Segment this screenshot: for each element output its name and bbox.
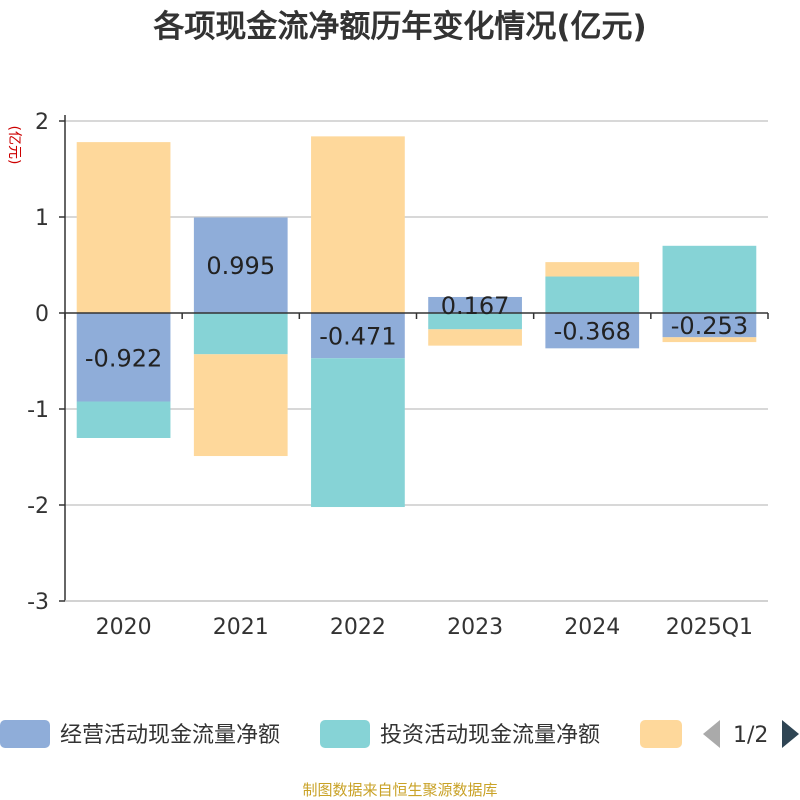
bars [76,136,757,508]
bar-operating-2020[interactable] [76,313,171,402]
data-labels: -0.922 0.995 -0.471 0.167 -0.368 -0.253 [85,252,748,372]
data-label-2023: 0.167 [441,292,510,320]
bar-financing-2022[interactable] [311,136,405,313]
y-tick--1: -1 [27,398,49,423]
x-tick-2023: 2023 [447,615,503,640]
y-tick-labels: -3 -2 -1 0 1 2 [27,110,49,615]
y-tick-0: 0 [35,302,49,327]
bar-operating-2022[interactable] [311,313,405,359]
bar-operating-2023[interactable] [428,296,522,313]
y-tick--2: -2 [27,494,49,519]
legend-prev-icon[interactable] [703,720,720,748]
legend-next-icon[interactable] [782,720,799,748]
bar-investing-2021[interactable] [193,313,288,355]
bar-operating-2021[interactable] [193,217,288,313]
bar-operating-2025Q1[interactable] [662,313,757,338]
legend-swatch-investing[interactable] [320,720,370,748]
bar-financing-2023[interactable] [428,329,522,346]
x-tick-2021: 2021 [213,615,269,640]
axes [59,115,769,602]
bar-investing-2020[interactable] [76,401,171,438]
y-tick-2: 2 [35,110,49,135]
data-label-2022: -0.471 [319,323,396,351]
legend-page-indicator: 1/2 [733,723,768,748]
y-tick--3: -3 [27,590,49,615]
x-tick-2024: 2024 [564,615,620,640]
bar-financing-2025Q1[interactable] [662,337,757,343]
legend-swatch-operating[interactable] [0,720,50,748]
x-tick-2020: 2020 [96,615,152,640]
source-note: 制图数据来自恒生聚源数据库 [302,781,497,799]
data-label-2024: -0.368 [554,318,631,346]
bar-financing-2024[interactable] [545,262,640,277]
legend-label-investing[interactable]: 投资活动现金流量净额 [380,723,600,748]
y-axis-label: (亿元) [6,126,22,165]
legend-swatch-financing[interactable] [640,720,682,748]
data-label-2021: 0.995 [206,252,275,280]
chart-title: 各项现金流净额历年变化情况(亿元) [152,9,646,45]
x-tick-labels: 2020 2021 2022 2023 2024 2025Q1 [96,615,753,640]
data-label-2020: -0.922 [85,344,162,372]
legend: 经营活动现金流量净额 投资活动现金流量净额 1/2 [0,720,799,748]
bar-investing-2024[interactable] [545,276,640,313]
y-tick-1: 1 [35,206,49,231]
x-tick-2025Q1: 2025Q1 [666,615,753,640]
bar-financing-2020[interactable] [76,142,171,313]
data-label-2025Q1: -0.253 [671,312,748,340]
bar-operating-2024[interactable] [545,313,640,349]
bar-financing-2021[interactable] [193,354,288,457]
legend-label-operating[interactable]: 经营活动现金流量净额 [60,723,280,748]
bar-investing-2025Q1[interactable] [662,245,757,313]
x-tick-2022: 2022 [330,615,386,640]
bar-investing-2023[interactable] [428,313,522,330]
bar-investing-2022[interactable] [311,358,405,508]
